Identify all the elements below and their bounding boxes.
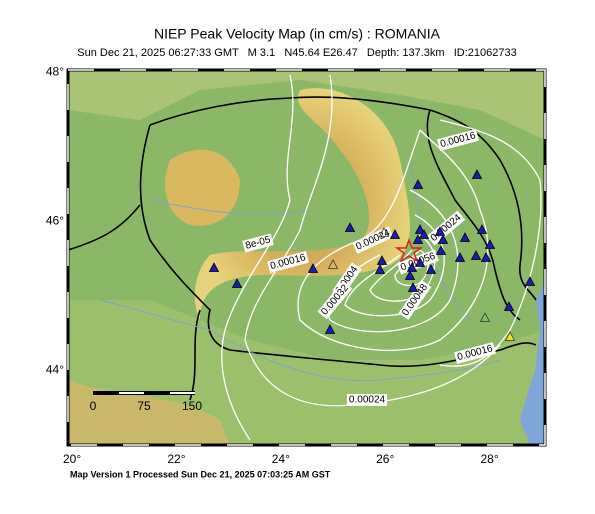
station xyxy=(412,179,424,189)
station xyxy=(407,282,419,292)
station xyxy=(437,234,449,244)
station xyxy=(470,250,482,260)
station xyxy=(344,222,356,232)
lon-tick-label: 26° xyxy=(376,452,394,466)
contour-label-box xyxy=(398,280,432,320)
contour-label-box xyxy=(267,251,309,273)
scale-bar-segment xyxy=(170,392,195,394)
station xyxy=(231,278,243,288)
map-subtitle: Sun Dec 21, 2025 06:27:33 GMT M 3.1 N45.… xyxy=(77,47,516,59)
station xyxy=(503,301,515,311)
scale-bar-segment xyxy=(119,392,144,394)
lon-tick-label: 24° xyxy=(272,452,290,466)
carpathians xyxy=(194,88,410,320)
contour-label-box xyxy=(317,280,353,320)
station xyxy=(479,312,491,322)
contour-label-box xyxy=(454,342,496,364)
lon-tick-label: 28° xyxy=(481,452,499,466)
station xyxy=(327,259,339,269)
map-title: NIEP Peak Velocity Map (in cm/s) : ROMAN… xyxy=(154,26,441,42)
scale-label: 0 xyxy=(90,399,97,413)
station xyxy=(471,169,483,179)
contour-label-box xyxy=(242,233,274,253)
contour-label-box xyxy=(352,226,394,254)
station xyxy=(425,264,437,274)
contour-label: 0.00024 xyxy=(346,394,388,406)
lat-tick-label: 46° xyxy=(46,214,64,228)
black-sea xyxy=(520,280,545,445)
balkan xyxy=(68,380,230,445)
contour-label-box xyxy=(426,210,466,246)
station xyxy=(454,252,466,262)
lat-tick-label: 44° xyxy=(46,363,64,377)
station xyxy=(476,224,488,234)
scale-bar: 0 75 150 xyxy=(90,391,202,413)
station xyxy=(412,234,424,244)
scale-label: 75 xyxy=(137,399,151,413)
station xyxy=(504,331,516,341)
station xyxy=(324,324,336,334)
station xyxy=(418,229,430,239)
epicenter xyxy=(394,237,424,263)
station xyxy=(307,263,319,273)
station xyxy=(484,239,496,249)
hills xyxy=(68,70,545,140)
lat-tick-label: 48° xyxy=(46,64,64,78)
station xyxy=(524,276,536,286)
contour-label-box xyxy=(437,129,479,151)
footer: Map Version 1 Processed Sun Dec 21, 2025… xyxy=(70,469,331,479)
rivers xyxy=(99,159,501,382)
station xyxy=(376,255,388,265)
lon-tick-label: 20° xyxy=(63,452,81,466)
contour-label-text: 0.00024 xyxy=(349,395,386,406)
station xyxy=(435,245,447,255)
axes: 48° 46° 44° 20° 22° 24° 26° 28° xyxy=(46,64,499,466)
station xyxy=(208,262,220,272)
station xyxy=(434,226,446,236)
contours xyxy=(221,74,542,441)
station xyxy=(480,252,492,262)
station xyxy=(414,224,426,234)
contour-label-box xyxy=(346,394,388,406)
map-frame-ticks xyxy=(67,69,546,446)
lon-tick-label: 22° xyxy=(167,452,185,466)
station xyxy=(389,229,401,239)
station xyxy=(459,232,471,242)
stations xyxy=(208,169,536,341)
station xyxy=(374,264,386,274)
station xyxy=(378,227,390,237)
station xyxy=(404,270,416,280)
scale-label: 150 xyxy=(182,399,202,413)
station xyxy=(406,262,418,272)
